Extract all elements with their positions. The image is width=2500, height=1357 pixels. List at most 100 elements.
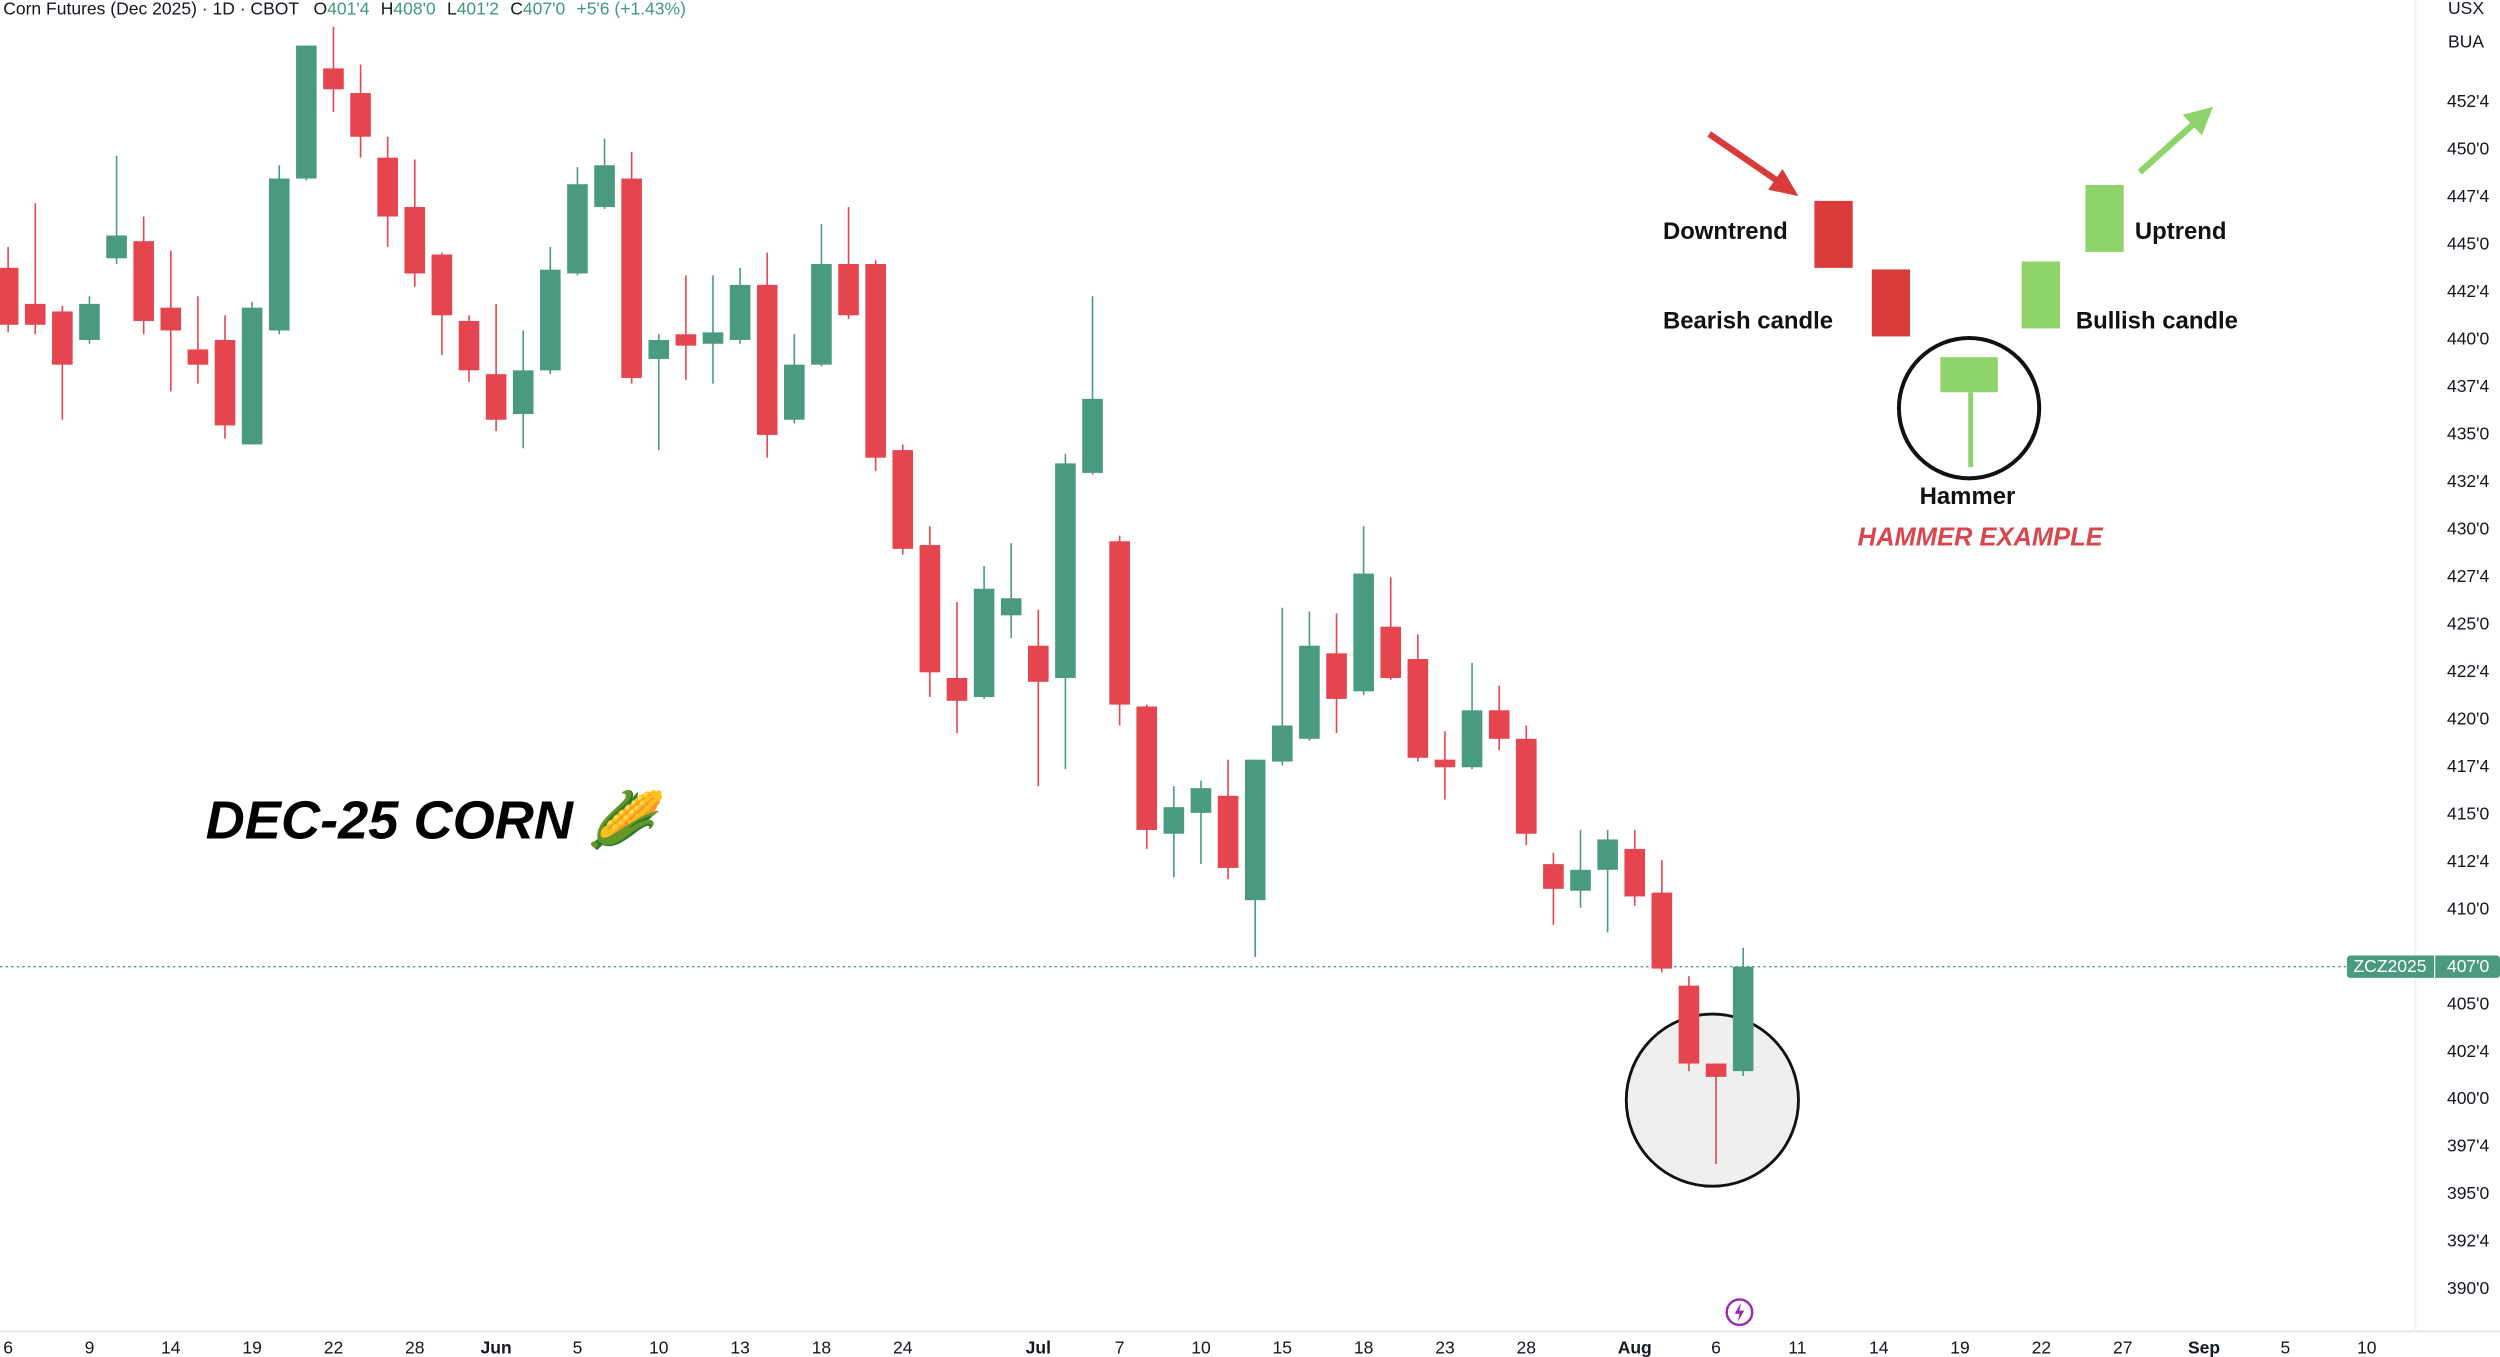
ohlc-key: H — [381, 0, 394, 18]
x-tick-label: 5 — [573, 1337, 583, 1357]
y-tick-label: 427'4 — [2447, 566, 2490, 586]
candle-body — [431, 254, 453, 316]
header: Corn Futures (Dec 2025) · 1D · CBOT O401… — [3, 0, 686, 18]
candle-body — [675, 334, 697, 346]
y-tick-label: 390'0 — [2447, 1278, 2490, 1298]
x-tick-label: 11 — [1788, 1337, 1806, 1357]
y-tick-label: 417'4 — [2447, 756, 2490, 776]
y-tick-label: 397'4 — [2447, 1136, 2490, 1156]
y-tick-label: 432'4 — [2447, 471, 2490, 491]
candle-body — [892, 450, 914, 549]
candle-body — [1678, 985, 1700, 1064]
price-line-group: ZCZ2025 407'0 — [0, 955, 2500, 978]
y-tick-label: 415'0 — [2447, 803, 2490, 823]
candle-body — [1000, 598, 1022, 616]
downtrend-label: Downtrend — [1663, 218, 1788, 245]
candle-body — [1055, 463, 1076, 679]
y-tick-label: 430'0 — [2447, 519, 2490, 539]
unit: BUA — [2448, 32, 2484, 52]
y-tick-label: 400'0 — [2447, 1088, 2490, 1108]
candle-body — [1380, 626, 1402, 679]
candle-body — [79, 303, 100, 340]
candle-body — [1028, 645, 1049, 682]
ohlc-key: C — [510, 0, 523, 18]
x-tick-label: 24 — [893, 1337, 913, 1357]
candle-body — [1244, 759, 1266, 901]
down-arrow-head — [1768, 169, 1799, 197]
candle-body — [1082, 398, 1103, 473]
candle-body — [594, 165, 615, 208]
candle-body — [648, 339, 670, 359]
candle-body — [106, 235, 127, 259]
ohlc-value: 407'0 — [523, 0, 566, 18]
x-tick-label: 14 — [161, 1337, 181, 1357]
candle-body — [377, 157, 398, 217]
annotation: DEC-25 CORN 🌽 — [206, 788, 666, 851]
y-tick-label: 402'4 — [2447, 1041, 2490, 1061]
y-tick-label: 392'4 — [2447, 1231, 2490, 1251]
x-tick-label: 6 — [1711, 1337, 1721, 1357]
ohlc-value: 408'0 — [393, 0, 436, 18]
x-tick-label: 19 — [242, 1337, 261, 1357]
candle-body — [865, 263, 886, 458]
change: +5'6 (+1.43%) — [576, 0, 685, 18]
candle-body — [1407, 659, 1429, 758]
x-tick-label: 7 — [1115, 1337, 1125, 1357]
x-tick-label: 10 — [1191, 1337, 1211, 1357]
candle-body — [540, 269, 561, 371]
candle-body — [1271, 725, 1293, 762]
candle-body — [323, 68, 344, 90]
candle-body — [567, 184, 588, 274]
candle-body — [1461, 710, 1483, 768]
x-tick-label: Jul — [1026, 1337, 1051, 1357]
hammer-diagram: Downtrend Bearish candle Hammer Bullish … — [1663, 106, 2238, 552]
y-tick-label: 412'4 — [2447, 851, 2490, 871]
diagram-bull-candle — [2021, 261, 2060, 329]
y-tick-label: 440'0 — [2447, 329, 2490, 349]
y-tick-label: 452'4 — [2447, 91, 2490, 111]
x-tick-label: 23 — [1435, 1337, 1454, 1357]
candle-body — [784, 364, 805, 420]
y-tick-label: 437'4 — [2447, 376, 2490, 396]
candle-body — [1488, 710, 1510, 739]
candle-body — [1597, 839, 1618, 870]
candle-body — [187, 349, 209, 365]
candle-body — [458, 320, 480, 371]
candle-body — [1705, 1063, 1727, 1077]
x-tick-label: Sep — [2188, 1337, 2220, 1357]
bearish-label: Bearish candle — [1663, 307, 1833, 334]
diagram-circle — [1896, 336, 2042, 481]
candle-body — [621, 178, 642, 378]
y-tick-label: 450'0 — [2447, 139, 2490, 159]
y-tick-label: 442'4 — [2447, 281, 2490, 301]
candle-body — [0, 267, 19, 325]
y-tick-label: 445'0 — [2447, 234, 2490, 254]
x-tick-label: 19 — [1950, 1337, 1969, 1357]
caption: HAMMER EXAMPLE — [1858, 524, 2104, 552]
up-arrow-head — [2182, 106, 2214, 136]
candle-body — [1543, 864, 1564, 889]
x-tick-label: Jun — [481, 1337, 512, 1357]
candle-body — [214, 339, 236, 426]
candle-body — [1570, 869, 1591, 891]
candle-body — [1434, 759, 1456, 768]
x-tick-label: 10 — [649, 1337, 669, 1357]
candle-body — [946, 678, 968, 701]
ohlc-value: 401'4 — [327, 0, 370, 18]
down-arrow — [1707, 131, 1788, 190]
up-arrow — [2137, 115, 2203, 175]
price-tag-bg — [2346, 955, 2500, 978]
candle-body — [1136, 706, 1158, 830]
candle-body — [973, 588, 995, 698]
candle-body — [729, 284, 751, 340]
bullish-label: Bullish candle — [2076, 307, 2238, 334]
diagram-bear-candle — [1871, 269, 1911, 337]
candle-body — [1624, 848, 1646, 897]
y-tick-label: 422'4 — [2447, 661, 2490, 681]
candle-body — [241, 307, 263, 445]
candle-body — [52, 311, 73, 365]
candle-body — [1217, 795, 1239, 868]
x-tick-label: 5 — [2280, 1337, 2290, 1357]
y-tick-label: 447'4 — [2447, 186, 2490, 206]
candle-body — [1651, 892, 1673, 969]
